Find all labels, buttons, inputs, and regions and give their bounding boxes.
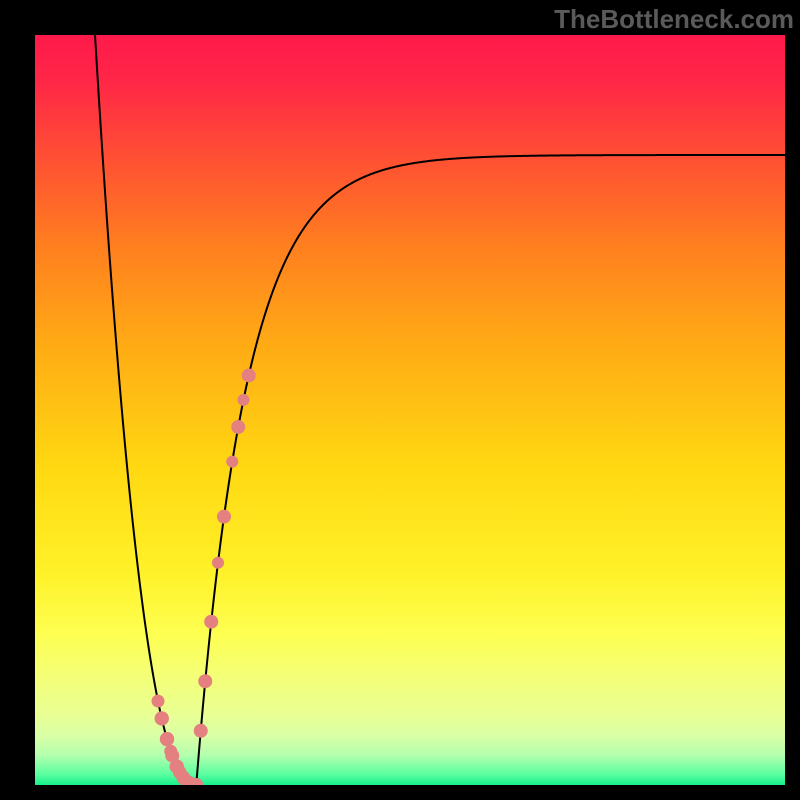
curve-marker xyxy=(217,510,231,524)
curve-marker xyxy=(194,724,208,738)
watermark-text: TheBottleneck.com xyxy=(554,4,794,35)
chart-background xyxy=(35,35,785,785)
curve-marker xyxy=(231,420,245,434)
curve-marker xyxy=(155,711,169,725)
curve-marker xyxy=(212,557,224,569)
curve-marker xyxy=(242,368,256,382)
curve-marker xyxy=(226,456,238,468)
chart-plot-area xyxy=(35,35,785,785)
curve-marker xyxy=(238,394,250,406)
chart-svg xyxy=(35,35,785,785)
curve-marker xyxy=(204,615,218,629)
curve-marker xyxy=(160,732,174,746)
curve-marker xyxy=(152,695,165,708)
curve-marker xyxy=(198,674,212,688)
